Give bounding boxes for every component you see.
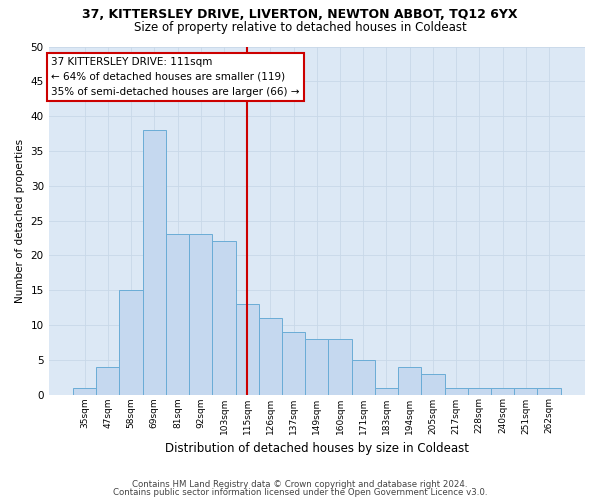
Bar xyxy=(468,388,491,394)
Bar xyxy=(259,318,282,394)
Bar xyxy=(305,339,328,394)
Bar xyxy=(166,234,189,394)
Bar xyxy=(119,290,143,395)
Bar xyxy=(491,388,514,394)
Bar xyxy=(538,388,560,394)
Bar xyxy=(189,234,212,394)
Text: 37 KITTERSLEY DRIVE: 111sqm
← 64% of detached houses are smaller (119)
35% of se: 37 KITTERSLEY DRIVE: 111sqm ← 64% of det… xyxy=(52,57,300,96)
Bar xyxy=(236,304,259,394)
Bar xyxy=(212,242,236,394)
Bar xyxy=(96,366,119,394)
Y-axis label: Number of detached properties: Number of detached properties xyxy=(15,138,25,302)
Text: Contains HM Land Registry data © Crown copyright and database right 2024.: Contains HM Land Registry data © Crown c… xyxy=(132,480,468,489)
Bar xyxy=(421,374,445,394)
Text: Contains public sector information licensed under the Open Government Licence v3: Contains public sector information licen… xyxy=(113,488,487,497)
Bar xyxy=(352,360,375,394)
Bar xyxy=(73,388,96,394)
Bar xyxy=(328,339,352,394)
Bar xyxy=(445,388,468,394)
Bar xyxy=(398,366,421,394)
Text: 37, KITTERSLEY DRIVE, LIVERTON, NEWTON ABBOT, TQ12 6YX: 37, KITTERSLEY DRIVE, LIVERTON, NEWTON A… xyxy=(82,8,518,20)
Bar xyxy=(375,388,398,394)
Bar xyxy=(143,130,166,394)
X-axis label: Distribution of detached houses by size in Coldeast: Distribution of detached houses by size … xyxy=(165,442,469,455)
Bar xyxy=(514,388,538,394)
Bar xyxy=(282,332,305,394)
Text: Size of property relative to detached houses in Coldeast: Size of property relative to detached ho… xyxy=(134,21,466,34)
